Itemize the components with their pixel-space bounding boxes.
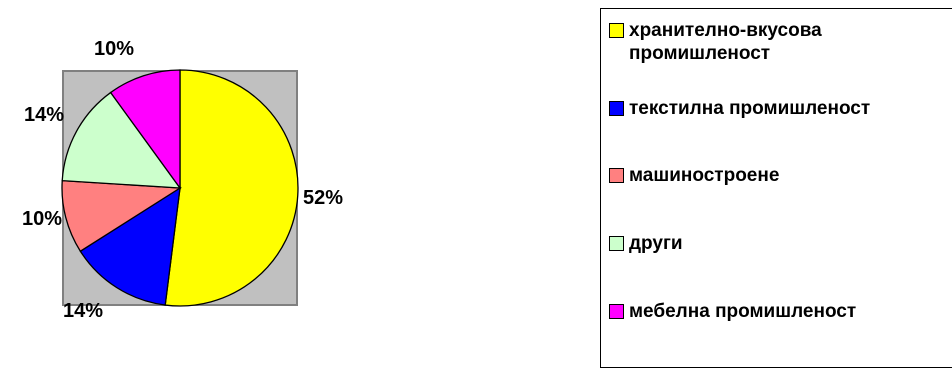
slice-label-0: 52%	[303, 187, 344, 209]
legend-item-3: други	[609, 232, 683, 255]
pie-chart	[61, 69, 299, 307]
legend-label-3: други	[629, 233, 683, 254]
legend-swatch-4	[609, 304, 624, 319]
pie-slice-1	[79, 186, 181, 306]
pie-slice-4	[109, 69, 181, 191]
legend-swatch-3	[609, 236, 624, 251]
slice-label-3: 14%	[24, 104, 65, 126]
pie-slice-0	[164, 69, 299, 307]
slice-label-4: 10%	[94, 38, 135, 60]
legend-item-1: текстилна промишленост	[609, 97, 870, 120]
legend-swatch-2	[609, 168, 624, 183]
slice-label-2: 10%	[22, 208, 63, 230]
legend-item-4: мебелна промишленост	[609, 300, 856, 323]
legend-item-0: хранително-вкусова промишленост	[609, 19, 909, 65]
pie-slice-2	[61, 179, 183, 253]
legend-label-4: мебелна промишленост	[629, 301, 857, 322]
pie-slice-3	[61, 91, 182, 189]
legend-swatch-1	[609, 101, 624, 116]
legend-label-0: хранително-вкусова промишленост	[629, 20, 822, 64]
legend: хранително-вкусова промишленост текстилн…	[600, 8, 952, 368]
legend-item-2: машиностроене	[609, 164, 779, 187]
legend-swatch-0	[609, 23, 624, 38]
legend-label-2: машиностроене	[629, 165, 780, 186]
pie-slices	[61, 69, 299, 307]
legend-label-1: текстилна промишленост	[629, 98, 871, 119]
slice-label-1: 14%	[63, 300, 104, 322]
